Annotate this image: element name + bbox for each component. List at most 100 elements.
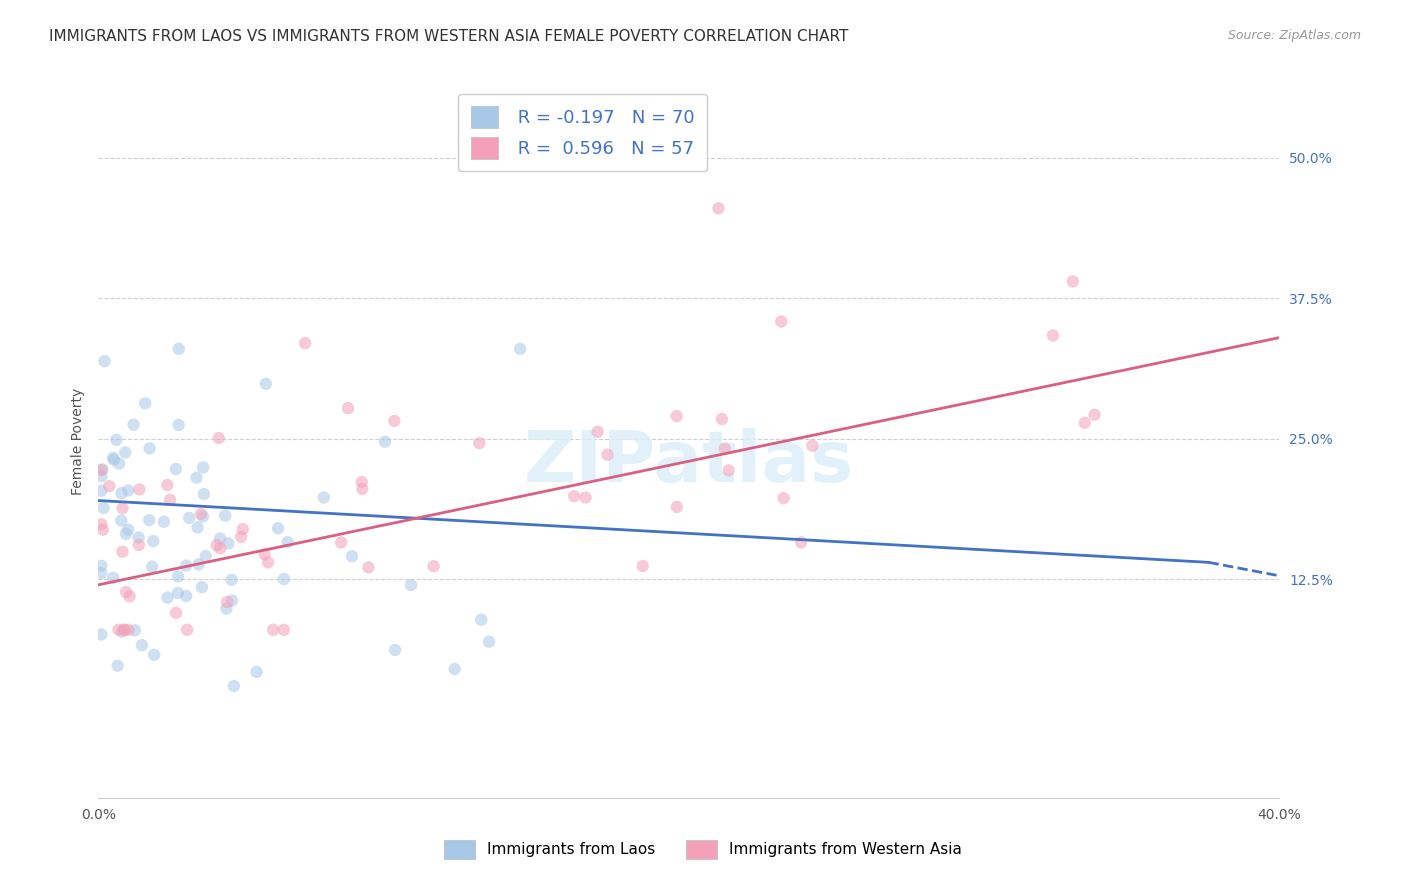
Point: [90, 517, 112, 532]
Point: [167, 569, 190, 583]
Point: [357, 560, 380, 574]
Point: [1062, 274, 1084, 288]
Point: [107, 658, 129, 673]
Point: [110, 486, 132, 500]
Point: [90, 627, 112, 641]
Point: [710, 412, 733, 426]
Point: [277, 535, 299, 549]
Point: [665, 409, 688, 423]
Point: [165, 462, 187, 476]
Point: [108, 457, 131, 471]
Point: [217, 595, 239, 609]
Point: [586, 425, 609, 439]
Point: [90, 463, 112, 477]
Point: [167, 342, 190, 356]
Point: [221, 593, 243, 607]
Point: [194, 549, 217, 563]
Text: ZIPatlas: ZIPatlas: [524, 428, 853, 498]
Point: [399, 578, 422, 592]
Point: [509, 342, 531, 356]
Point: [124, 624, 146, 638]
Point: [801, 439, 824, 453]
Point: [111, 501, 134, 516]
Point: [179, 511, 201, 525]
Point: [232, 522, 254, 536]
Point: [770, 314, 793, 328]
Point: [111, 624, 134, 639]
Point: [91, 462, 114, 476]
Point: [254, 376, 277, 391]
Point: [91, 523, 114, 537]
Point: [713, 442, 735, 456]
Point: [190, 507, 212, 521]
Point: [273, 623, 295, 637]
Point: [1073, 416, 1095, 430]
Point: [717, 463, 740, 477]
Point: [128, 483, 150, 497]
Point: [205, 538, 228, 552]
Point: [468, 436, 491, 450]
Point: [273, 572, 295, 586]
Point: [631, 559, 654, 574]
Point: [118, 589, 141, 603]
Point: [193, 487, 215, 501]
Point: [312, 491, 335, 505]
Point: [222, 679, 245, 693]
Point: [107, 623, 129, 637]
Text: Source: ZipAtlas.com: Source: ZipAtlas.com: [1227, 29, 1361, 42]
Point: [134, 396, 156, 410]
Point: [707, 202, 730, 216]
Point: [174, 558, 197, 573]
Point: [790, 535, 813, 549]
Point: [152, 515, 174, 529]
Point: [115, 585, 138, 599]
Point: [110, 514, 132, 528]
Point: [141, 559, 163, 574]
Point: [384, 643, 406, 657]
Point: [443, 662, 465, 676]
Point: [422, 559, 444, 574]
Point: [253, 548, 276, 562]
Point: [114, 526, 136, 541]
Point: [117, 623, 139, 637]
Point: [143, 648, 166, 662]
Point: [114, 445, 136, 459]
Point: [294, 336, 316, 351]
Point: [186, 470, 208, 484]
Point: [142, 534, 165, 549]
Point: [245, 665, 267, 679]
Point: [131, 638, 153, 652]
Point: [562, 489, 585, 503]
Point: [156, 591, 179, 605]
Point: [665, 500, 688, 514]
Point: [101, 450, 124, 465]
Legend: Immigrants from Laos, Immigrants from Western Asia: Immigrants from Laos, Immigrants from We…: [439, 834, 967, 864]
Point: [217, 536, 239, 550]
Point: [229, 530, 252, 544]
Point: [117, 523, 139, 537]
Y-axis label: Female Poverty: Female Poverty: [70, 388, 84, 495]
Point: [167, 417, 190, 432]
Point: [470, 613, 492, 627]
Point: [214, 508, 236, 523]
Point: [103, 452, 125, 467]
Point: [138, 513, 160, 527]
Point: [156, 478, 179, 492]
Point: [90, 566, 112, 580]
Point: [340, 549, 363, 564]
Point: [112, 623, 135, 637]
Point: [187, 520, 209, 534]
Point: [187, 558, 209, 572]
Text: IMMIGRANTS FROM LAOS VS IMMIGRANTS FROM WESTERN ASIA FEMALE POVERTY CORRELATION : IMMIGRANTS FROM LAOS VS IMMIGRANTS FROM …: [49, 29, 849, 44]
Point: [350, 475, 373, 489]
Point: [167, 586, 190, 600]
Point: [193, 460, 215, 475]
Point: [112, 623, 135, 637]
Legend:  R = -0.197   N = 70,  R =  0.596   N = 57: R = -0.197 N = 70, R = 0.596 N = 57: [458, 94, 707, 171]
Point: [478, 634, 501, 648]
Point: [221, 573, 243, 587]
Point: [208, 431, 231, 445]
Point: [209, 541, 232, 556]
Point: [93, 500, 115, 515]
Point: [90, 469, 112, 483]
